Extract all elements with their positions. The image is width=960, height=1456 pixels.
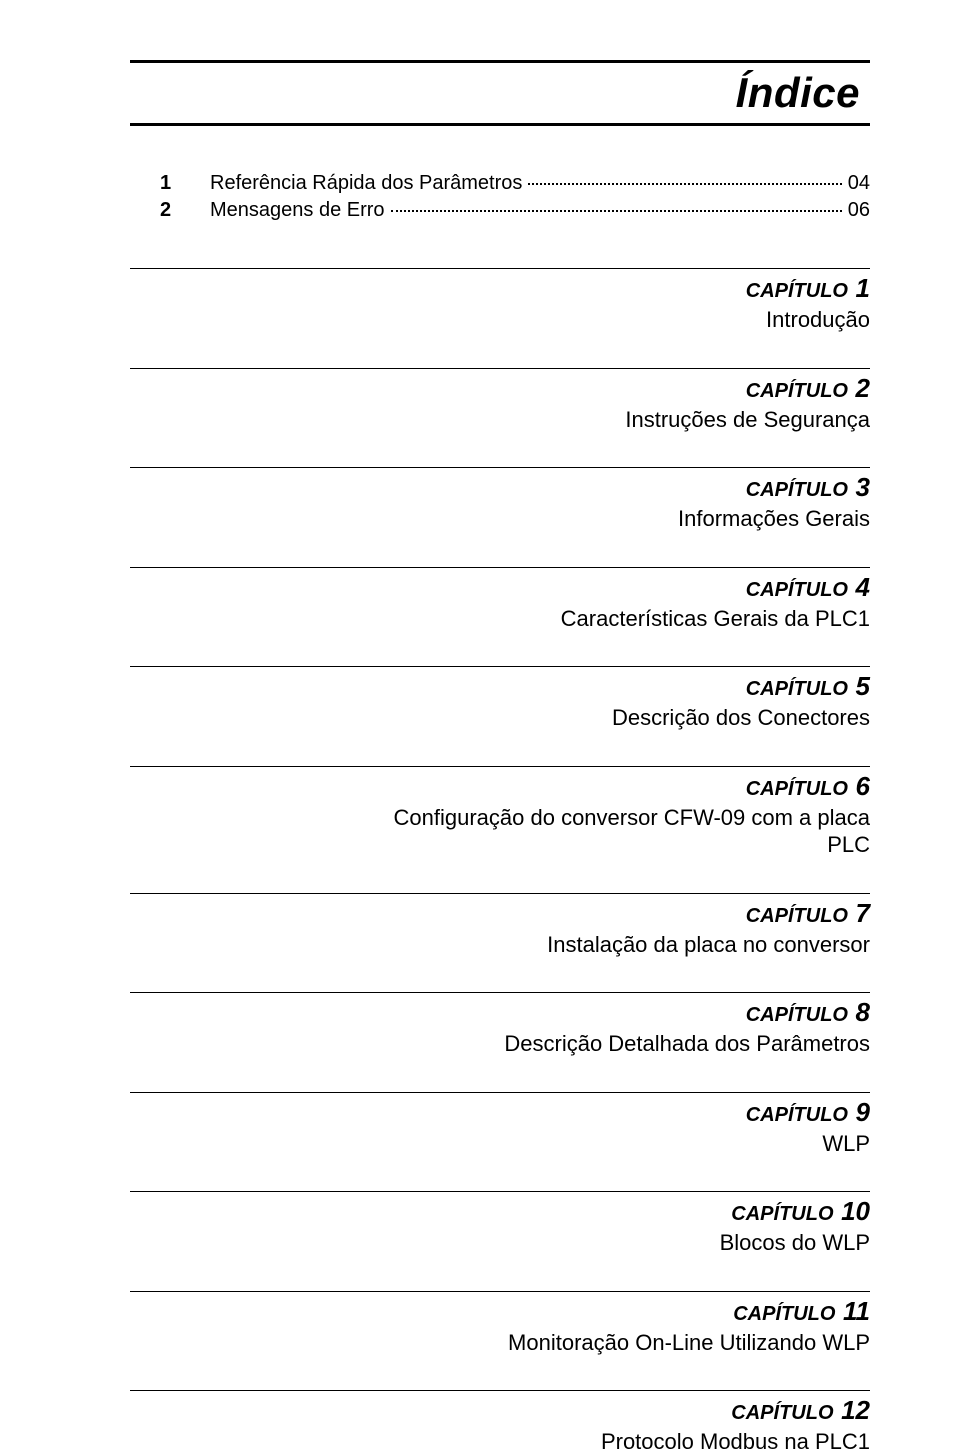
chapter-head: CAPÍTULO 3 bbox=[130, 472, 870, 503]
chapter-number: 5 bbox=[856, 671, 870, 701]
chapter-head: CAPÍTULO 6 bbox=[130, 771, 870, 802]
chapter-rule bbox=[130, 766, 870, 767]
chapter-head: CAPÍTULO 7 bbox=[130, 898, 870, 929]
intro-page: 04 bbox=[848, 172, 870, 195]
chapter-rule bbox=[130, 992, 870, 993]
chapter-label: CAPÍTULO bbox=[746, 1104, 848, 1126]
chapter-title: Descrição Detalhada dos Parâmetros bbox=[130, 1030, 870, 1058]
chapter-item: CAPÍTULO 7 Instalação da placa no conver… bbox=[130, 893, 870, 959]
page: Índice 1 Referência Rápida dos Parâmetro… bbox=[0, 0, 960, 1326]
chapter-rule bbox=[130, 567, 870, 568]
chapter-title: Configuração do conversor CFW-09 com a p… bbox=[130, 804, 870, 859]
leader-dots bbox=[391, 210, 842, 212]
intro-row: 2 Mensagens de Erro 06 bbox=[160, 199, 870, 222]
chapter-label: CAPÍTULO bbox=[746, 1004, 848, 1026]
chapter-label: CAPÍTULO bbox=[746, 678, 848, 700]
chapter-item: CAPÍTULO 8 Descrição Detalhada dos Parâm… bbox=[130, 992, 870, 1058]
chapter-rule bbox=[130, 893, 870, 894]
chapter-number: 2 bbox=[856, 373, 870, 403]
chapter-title: Informações Gerais bbox=[130, 505, 870, 533]
chapter-title: WLP bbox=[130, 1130, 870, 1158]
chapter-head: CAPÍTULO 10 bbox=[130, 1196, 870, 1227]
chapter-number: 11 bbox=[843, 1296, 870, 1326]
chapter-label: CAPÍTULO bbox=[733, 1303, 835, 1325]
chapter-item: CAPÍTULO 11 Monitoração On-Line Utilizan… bbox=[130, 1291, 870, 1357]
chapter-rule bbox=[130, 268, 870, 269]
chapter-number: 7 bbox=[856, 898, 870, 928]
chapter-title: Descrição dos Conectores bbox=[130, 704, 870, 732]
chapter-label: CAPÍTULO bbox=[746, 380, 848, 402]
chapter-number: 1 bbox=[856, 273, 870, 303]
chapter-title: Características Gerais da PLC1 bbox=[130, 605, 870, 633]
chapter-number: 8 bbox=[856, 997, 870, 1027]
chapter-rule bbox=[130, 368, 870, 369]
intro-page: 06 bbox=[848, 199, 870, 222]
intro-num: 1 bbox=[160, 172, 210, 195]
chapter-item: CAPÍTULO 6 Configuração do conversor CFW… bbox=[130, 766, 870, 859]
page-title: Índice bbox=[736, 69, 860, 117]
chapter-number: 4 bbox=[856, 572, 870, 602]
chapter-list: CAPÍTULO 1 Introdução CAPÍTULO 2 Instruç… bbox=[130, 268, 870, 1456]
chapter-title: Introdução bbox=[130, 306, 870, 334]
chapter-number: 6 bbox=[856, 771, 870, 801]
chapter-item: CAPÍTULO 12 Protocolo Modbus na PLC1 bbox=[130, 1390, 870, 1456]
chapter-label: CAPÍTULO bbox=[746, 479, 848, 501]
intro-text: Mensagens de Erro bbox=[210, 199, 385, 222]
chapter-number: 12 bbox=[841, 1395, 870, 1425]
chapter-label: CAPÍTULO bbox=[731, 1402, 833, 1424]
chapter-rule bbox=[130, 467, 870, 468]
chapter-rule bbox=[130, 1291, 870, 1292]
chapter-title: Instalação da placa no conversor bbox=[130, 931, 870, 959]
chapter-rule bbox=[130, 1092, 870, 1093]
chapter-number: 10 bbox=[841, 1196, 870, 1226]
chapter-rule bbox=[130, 1390, 870, 1391]
chapter-item: CAPÍTULO 3 Informações Gerais bbox=[130, 467, 870, 533]
chapter-rule bbox=[130, 1191, 870, 1192]
chapter-item: CAPÍTULO 4 Características Gerais da PLC… bbox=[130, 567, 870, 633]
intro-list: 1 Referência Rápida dos Parâmetros 04 2 … bbox=[160, 172, 870, 222]
chapter-title: Blocos do WLP bbox=[130, 1229, 870, 1257]
chapter-head: CAPÍTULO 2 bbox=[130, 373, 870, 404]
chapter-head: CAPÍTULO 11 bbox=[130, 1296, 870, 1327]
chapter-head: CAPÍTULO 5 bbox=[130, 671, 870, 702]
chapter-item: CAPÍTULO 5 Descrição dos Conectores bbox=[130, 666, 870, 732]
chapter-rule bbox=[130, 666, 870, 667]
chapter-head: CAPÍTULO 4 bbox=[130, 572, 870, 603]
chapter-label: CAPÍTULO bbox=[731, 1203, 833, 1225]
intro-text: Referência Rápida dos Parâmetros bbox=[210, 172, 522, 195]
chapter-number: 3 bbox=[856, 472, 870, 502]
chapter-head: CAPÍTULO 8 bbox=[130, 997, 870, 1028]
chapter-item: CAPÍTULO 9 WLP bbox=[130, 1092, 870, 1158]
title-bar: Índice bbox=[130, 69, 870, 126]
chapter-title: Protocolo Modbus na PLC1 bbox=[130, 1428, 870, 1456]
chapter-label: CAPÍTULO bbox=[746, 905, 848, 927]
intro-row: 1 Referência Rápida dos Parâmetros 04 bbox=[160, 172, 870, 195]
chapter-number: 9 bbox=[856, 1097, 870, 1127]
chapter-item: CAPÍTULO 10 Blocos do WLP bbox=[130, 1191, 870, 1257]
chapter-title: Monitoração On-Line Utilizando WLP bbox=[130, 1329, 870, 1357]
chapter-label: CAPÍTULO bbox=[746, 280, 848, 302]
chapter-item: CAPÍTULO 1 Introdução bbox=[130, 268, 870, 334]
leader-dots bbox=[528, 183, 841, 185]
chapter-label: CAPÍTULO bbox=[746, 778, 848, 800]
title-top-rule bbox=[130, 60, 870, 63]
chapter-head: CAPÍTULO 1 bbox=[130, 273, 870, 304]
chapter-head: CAPÍTULO 9 bbox=[130, 1097, 870, 1128]
intro-num: 2 bbox=[160, 199, 210, 222]
chapter-label: CAPÍTULO bbox=[746, 579, 848, 601]
chapter-head: CAPÍTULO 12 bbox=[130, 1395, 870, 1426]
chapter-title: Instruções de Segurança bbox=[130, 406, 870, 434]
chapter-item: CAPÍTULO 2 Instruções de Segurança bbox=[130, 368, 870, 434]
